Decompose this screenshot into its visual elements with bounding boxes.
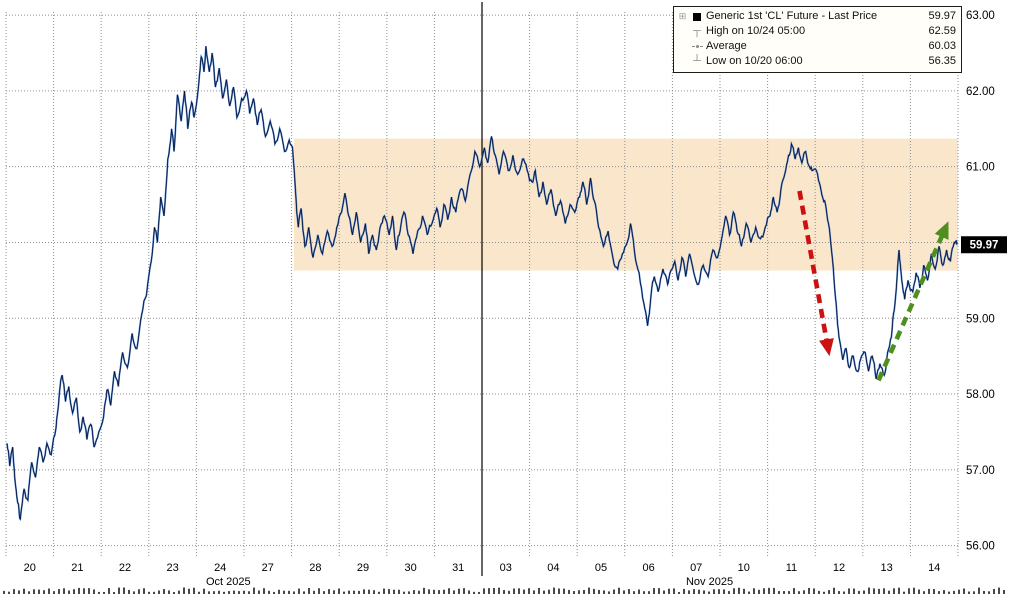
bottom-tick-strip — [3, 587, 1005, 594]
svg-text:56.00: 56.00 — [966, 541, 995, 553]
svg-text:31: 31 — [452, 562, 464, 574]
average-value: 60.03 — [928, 40, 956, 52]
svg-text:13: 13 — [880, 562, 892, 574]
svg-text:14: 14 — [928, 562, 940, 574]
legend-row-high: ┬ High on 10/24 05:00 62.59 — [677, 24, 956, 39]
series-name: Generic 1st 'CL' Future - Last Price — [706, 10, 878, 22]
svg-text:20: 20 — [24, 562, 36, 574]
svg-text:23: 23 — [166, 562, 178, 574]
legend-grip-icon: ⊞ — [678, 11, 687, 21]
low-label: Low on 10/20 06:00 — [706, 55, 803, 67]
svg-text:07: 07 — [690, 562, 702, 574]
svg-text:63.00: 63.00 — [966, 10, 995, 22]
svg-text:59.00: 59.00 — [966, 313, 995, 325]
legend-row-last-price: ⊞ Generic 1st 'CL' Future - Last Price 5… — [677, 9, 956, 24]
svg-text:Oct 2025: Oct 2025 — [206, 576, 251, 588]
svg-text:29: 29 — [357, 562, 369, 574]
legend-box[interactable]: ⊞ Generic 1st 'CL' Future - Last Price 5… — [673, 6, 962, 73]
green-up-arrow — [876, 221, 949, 382]
low-value: 56.35 — [928, 55, 956, 67]
average-marker-icon — [691, 45, 703, 48]
x-axis-labels: 20 21 22 23 24 27 28 29 30 31 03 04 05 06 07 10 11 12 13 14… — [24, 562, 941, 588]
svg-text:11: 11 — [786, 562, 797, 574]
highlight-band — [293, 138, 959, 271]
svg-text:21: 21 — [71, 562, 83, 574]
high-marker-icon: ┬ — [693, 25, 701, 37]
svg-text:30: 30 — [404, 562, 416, 574]
svg-text:24: 24 — [214, 562, 226, 574]
svg-text:58.00: 58.00 — [966, 389, 995, 401]
high-label: High on 10/24 05:00 — [706, 25, 806, 37]
grid — [5, 12, 959, 557]
high-value: 62.59 — [928, 25, 956, 37]
svg-text:59.97: 59.97 — [970, 240, 999, 252]
red-down-arrow — [797, 190, 834, 357]
svg-text:06: 06 — [642, 562, 654, 574]
svg-text:05: 05 — [595, 562, 607, 574]
price-line — [6, 46, 958, 521]
svg-text:61.00: 61.00 — [966, 162, 995, 174]
svg-text:04: 04 — [547, 562, 559, 574]
svg-text:03: 03 — [500, 562, 512, 574]
last-price-tag: 59.97 — [961, 236, 1007, 254]
legend-row-average: Average 60.03 — [677, 39, 956, 54]
legend-row-low: ┴ Low on 10/20 06:00 56.35 — [677, 54, 956, 69]
series-swatch-icon — [693, 12, 701, 21]
svg-text:10: 10 — [738, 562, 750, 574]
svg-text:62.00: 62.00 — [966, 86, 995, 98]
svg-text:22: 22 — [119, 562, 131, 574]
svg-text:Nov 2025: Nov 2025 — [686, 576, 733, 588]
last-price-value: 59.97 — [928, 10, 956, 22]
low-marker-icon: ┴ — [693, 55, 701, 67]
svg-text:27: 27 — [262, 562, 274, 574]
average-label: Average — [706, 40, 747, 52]
svg-text:28: 28 — [309, 562, 321, 574]
svg-text:12: 12 — [833, 562, 845, 574]
svg-text:57.00: 57.00 — [966, 465, 995, 477]
